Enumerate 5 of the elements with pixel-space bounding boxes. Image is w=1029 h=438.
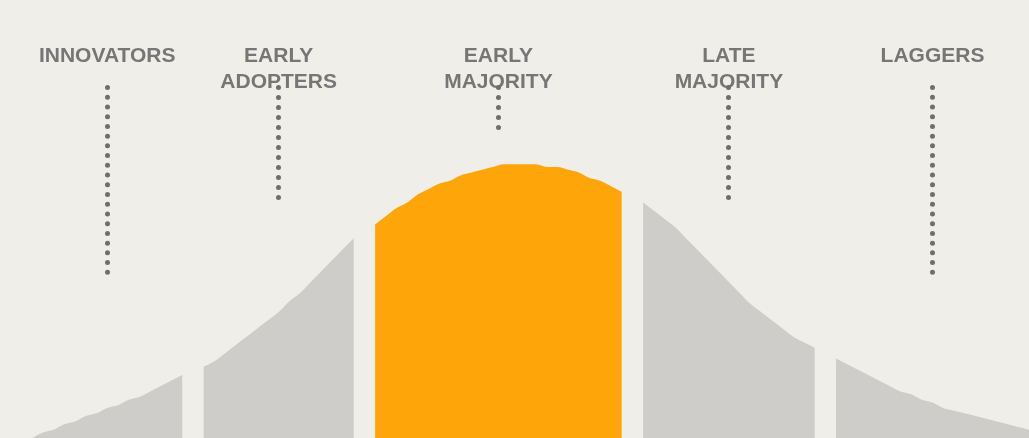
text: LAGGERS	[880, 43, 985, 66]
text: EARLY MAJORITY	[444, 43, 553, 92]
text: INNOVATORS	[38, 43, 176, 66]
text: LATE MAJORITY	[674, 43, 784, 92]
text: EARLY ADOPTERS	[220, 43, 338, 92]
